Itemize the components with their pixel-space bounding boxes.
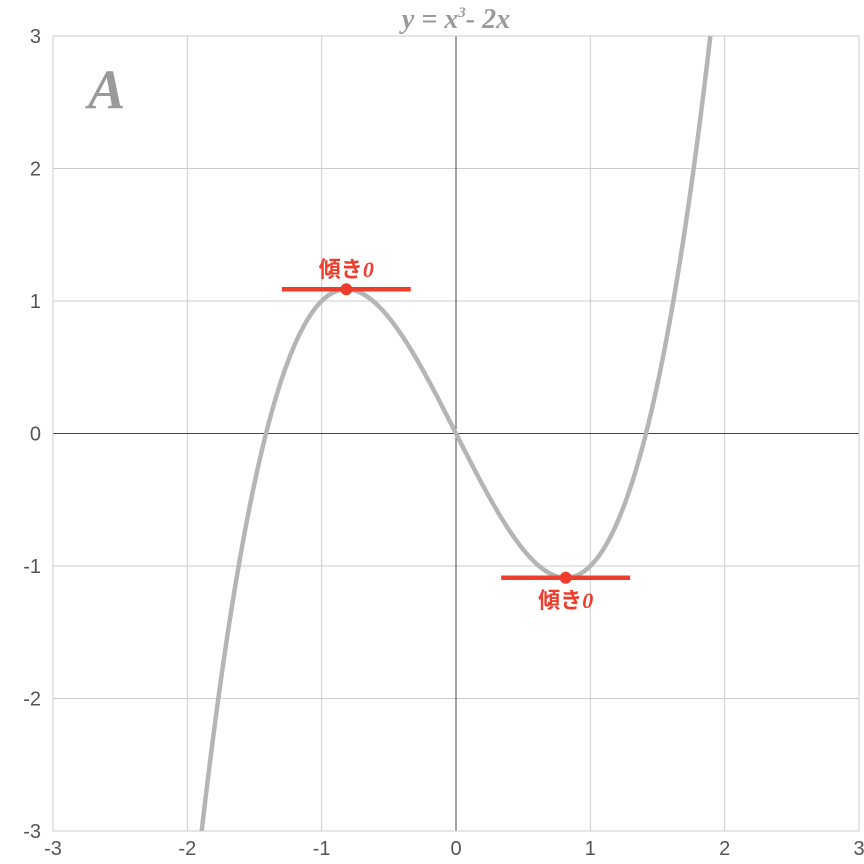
chart-container: 傾き0傾き0 -3-2-10123 -3-2-10123 y = x3- 2x … [0,0,864,864]
x-tick-label: -1 [313,838,331,860]
y-tick-label: 3 [30,26,41,48]
y-tick-label: 1 [30,291,41,313]
x-tick-label: 2 [719,838,730,860]
y-tick-label: -2 [23,689,41,711]
panel-label: A [85,60,125,122]
chart-title: y = x3- 2x [399,4,510,35]
y-tick-label: -3 [23,821,41,843]
y-tick-labels: -3 -2 -1 0 1 2 3 [23,26,41,843]
x-tick-label: -3 [44,838,62,860]
x-tick-label: 1 [585,838,596,860]
chart-svg: 傾き0傾き0 -3-2-10123 -3-2-10123 y = x3- 2x … [0,0,864,864]
x-tick-label: -2 [178,838,196,860]
y-tick-label: 0 [30,424,41,446]
x-tick-labels: -3 -2 -1 0 1 2 3 [44,838,864,860]
y-tick-label: 2 [30,159,41,181]
tangent-label: 傾き0 [319,252,374,284]
x-tick-label: 0 [450,838,461,860]
x-tick-label: 3 [853,838,864,860]
tangent-point [340,283,352,295]
y-tick-label: -1 [23,556,41,578]
tangent-label: 傾き0 [538,583,593,615]
